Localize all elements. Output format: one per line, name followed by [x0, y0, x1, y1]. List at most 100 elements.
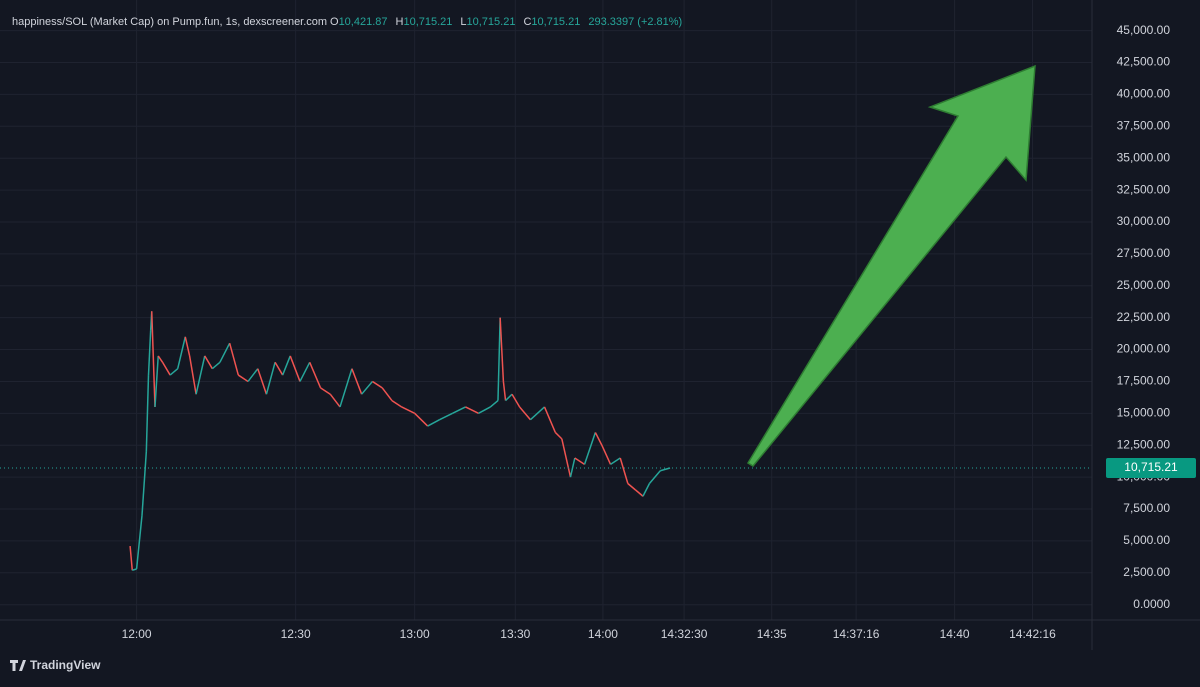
price-segment — [309, 362, 322, 389]
price-segment — [132, 568, 137, 571]
price-segment — [583, 432, 597, 465]
price-segment — [543, 406, 557, 433]
y-tick-label: 17,500.00 — [1117, 374, 1171, 388]
price-segment — [135, 515, 143, 570]
last-price-label: 10,715.21 — [1124, 460, 1178, 474]
price-segment — [195, 355, 206, 395]
price-segment — [465, 406, 479, 415]
x-tick-label: 14:40 — [940, 627, 970, 641]
price-segment — [554, 431, 563, 440]
ohlc-key: L — [460, 16, 466, 28]
series — [0, 311, 1092, 571]
price-segment — [372, 380, 383, 389]
price-segment — [154, 355, 159, 408]
price-segment — [489, 400, 499, 408]
brand-name: TradingView — [30, 658, 101, 672]
y-tick-label: 20,000.00 — [1117, 342, 1171, 356]
labels: 0.00002,500.005,000.007,500.0010,000.001… — [122, 23, 1196, 641]
x-tick-label: 14:32:30 — [661, 627, 708, 641]
ohlc-text: O10,421.87 H10,715.21 L10,715.21 C10,715.21… — [330, 16, 682, 28]
price-segment — [289, 355, 301, 382]
price-segment — [610, 457, 621, 465]
price-segment — [320, 387, 331, 395]
price-segment — [634, 489, 644, 497]
x-tick-label: 14:42:16 — [1009, 627, 1056, 641]
y-tick-label: 12,500.00 — [1117, 437, 1171, 451]
price-segment — [529, 406, 546, 421]
price-segment — [391, 399, 403, 408]
price-segment — [574, 457, 585, 465]
price-segment — [561, 438, 572, 478]
price-segment — [169, 368, 179, 376]
price-segment — [299, 361, 311, 382]
price-segment — [414, 412, 429, 427]
price-segment — [228, 342, 240, 376]
y-tick-label: 2,500.00 — [1123, 565, 1170, 579]
price-segment — [594, 432, 603, 446]
price-segment — [145, 375, 150, 452]
price-segment — [478, 406, 491, 414]
y-tick-label: 0.0000 — [1133, 597, 1170, 611]
price-segment — [150, 311, 156, 407]
last-price-badge — [1106, 457, 1196, 478]
price-segment — [502, 381, 507, 401]
y-tick-label: 7,500.00 — [1123, 501, 1170, 515]
y-tick-label: 32,500.00 — [1117, 182, 1171, 196]
x-tick-label: 14:37:16 — [833, 627, 880, 641]
price-segment — [648, 470, 661, 484]
y-tick-label: 25,000.00 — [1117, 278, 1171, 292]
price-segment — [642, 483, 651, 497]
price-segment — [211, 361, 221, 370]
y-tick-label: 15,000.00 — [1117, 406, 1171, 420]
price-segment — [247, 368, 259, 382]
brand-logo — [10, 660, 26, 671]
x-tick-label: 12:00 — [122, 627, 152, 641]
x-tick-label: 14:00 — [588, 627, 618, 641]
price-segment — [281, 355, 291, 376]
price-segment — [157, 355, 164, 363]
price-segment — [129, 545, 134, 571]
price-segment — [265, 362, 276, 395]
price-segment — [381, 387, 393, 402]
price-segment — [519, 406, 532, 421]
price-segment — [204, 355, 213, 370]
price-segment — [497, 317, 501, 401]
y-tick-label: 40,000.00 — [1117, 87, 1171, 101]
brand: TradingView — [10, 658, 101, 672]
price-segment — [452, 406, 466, 415]
price-segment — [237, 374, 249, 383]
ohlc-value: 10,715.21 — [467, 16, 516, 28]
price-segment — [601, 444, 612, 465]
price-segment — [339, 368, 353, 408]
price-segment — [184, 336, 191, 357]
ohlc-legend: O10,421.87 H10,715.21 L10,715.21 C10,715.21… — [330, 16, 682, 28]
chart-title: happiness/SOL (Market Cap) on Pump.fun, … — [12, 16, 327, 28]
ohlc-change: 293.3397 (+2.81%) — [588, 16, 682, 28]
y-tick-label: 22,500.00 — [1117, 310, 1171, 324]
price-segment — [141, 451, 148, 516]
price-segment — [188, 355, 197, 395]
y-tick-label: 37,500.00 — [1117, 118, 1171, 132]
up-arrow — [746, 64, 1036, 467]
price-segment — [499, 317, 505, 382]
y-tick-label: 42,500.00 — [1117, 55, 1171, 69]
price-segment — [361, 380, 374, 395]
price-segment — [627, 482, 636, 491]
x-tick-label: 12:30 — [281, 627, 311, 641]
price-segment — [147, 330, 152, 376]
ohlc-value: 10,715.21 — [403, 16, 452, 28]
price-segment — [505, 393, 513, 402]
price-segment — [401, 406, 415, 415]
x-tick-label: 13:30 — [500, 627, 530, 641]
price-segment — [219, 342, 231, 363]
price-segment — [619, 457, 629, 484]
ohlc-value: 10,421.87 — [339, 16, 388, 28]
y-tick-label: 27,500.00 — [1117, 246, 1171, 260]
price-segment — [161, 361, 171, 376]
y-tick-label: 5,000.00 — [1123, 533, 1170, 547]
price-segment — [329, 393, 341, 408]
y-tick-label: 30,000.00 — [1117, 214, 1171, 228]
ohlc-key: H — [396, 16, 404, 28]
price-segment — [257, 368, 268, 395]
price-segment — [176, 336, 187, 369]
